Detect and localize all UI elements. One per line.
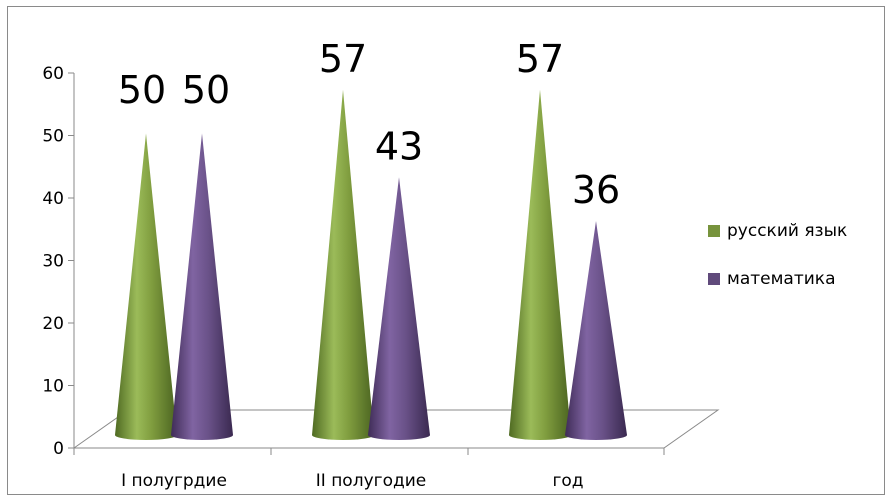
cone-math [171,133,233,440]
x-category-label: год [552,471,583,491]
x-category-label: I полугрдие [121,471,227,491]
data-label: 57 [319,37,367,81]
cone-body [171,133,233,440]
legend: русский язык математика [708,221,847,289]
cone-body [368,177,430,440]
legend-label: русский язык [727,221,847,241]
data-label: 50 [182,68,230,112]
cone-russian [312,89,374,440]
legend-label: математика [727,269,835,289]
data-label: 43 [375,124,423,168]
data-label: 50 [118,68,166,112]
y-tick-label: 20 [42,314,64,334]
y-tick-label: 10 [42,377,64,397]
cone-body [312,89,374,440]
cone-math [565,221,627,440]
data-label: 57 [516,37,564,81]
data-labels: 50 57 57 50 43 36 [118,37,620,212]
y-tick-label: 60 [42,64,64,84]
cone-body [115,133,177,440]
x-axis: I полугрдие II полугодие год [73,447,665,491]
legend-swatch [708,225,720,237]
series-cones [115,89,627,440]
x-category-label: II полугодие [316,471,426,491]
y-tick-label: 30 [42,252,64,272]
y-tick-label: 50 [42,127,64,147]
cone-math [368,177,430,440]
cone-body [509,89,571,440]
cone-russian [115,133,177,440]
y-tick-label: 0 [53,439,64,459]
cone-body [565,221,627,440]
legend-swatch [708,273,720,285]
cone-russian [509,89,571,440]
y-axis: 0 10 20 30 40 50 60 [42,64,75,459]
data-label: 36 [572,168,620,212]
y-tick-label: 40 [42,189,64,209]
